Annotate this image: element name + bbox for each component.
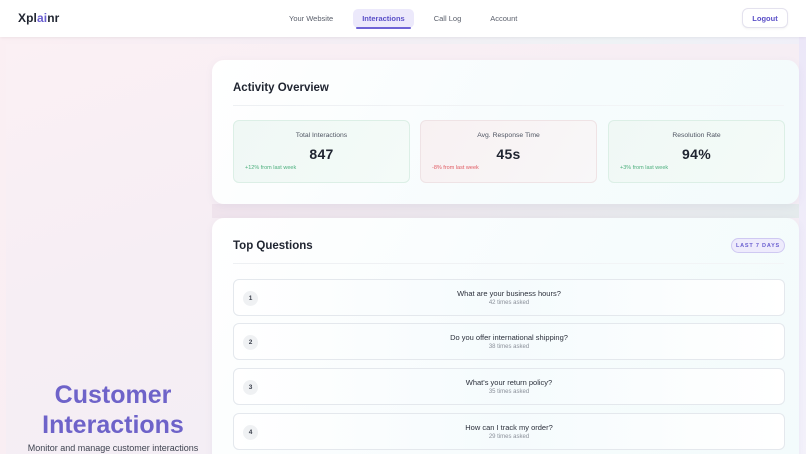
top-questions-card: Top Questions LAST 7 DAYS 1 What are you…	[212, 218, 799, 454]
divider	[233, 263, 784, 264]
page-title-line2: Interactions	[42, 411, 184, 439]
logo-text-accent: ai	[36, 11, 48, 25]
question-text: What's your return policy?	[465, 378, 553, 387]
card-gap-decoration	[212, 204, 799, 218]
question-text: How can I track my order?	[465, 423, 553, 432]
stat-label: Avg. Response Time	[477, 132, 540, 139]
logo-text-suffix: nr	[47, 11, 60, 25]
stat-change: +3% from last week	[620, 165, 669, 171]
page-title: Customer Interactions	[0, 380, 226, 440]
hero-section: Customer Interactions Monitor and manage…	[0, 380, 226, 453]
nav-your-website[interactable]: Your Website	[289, 14, 334, 23]
question-rank: 1	[243, 291, 258, 306]
main-nav: Your Website Interactions Call Log Accou…	[280, 9, 537, 29]
nav-account[interactable]: Account	[490, 14, 518, 23]
question-text: What are your business hours?	[457, 289, 561, 298]
date-range-badge[interactable]: LAST 7 DAYS	[731, 238, 785, 253]
question-item[interactable]: 1 What are your business hours? 42 times…	[233, 279, 785, 316]
top-questions-title: Top Questions	[233, 240, 313, 252]
activity-overview-title: Activity Overview	[233, 82, 329, 94]
question-rank: 4	[243, 425, 258, 440]
logo-text-prefix: Xpl	[18, 11, 37, 25]
question-item[interactable]: 3 What's your return policy? 35 times as…	[233, 368, 785, 405]
question-item[interactable]: 4 How can I track my order? 29 times ask…	[233, 413, 785, 450]
stat-total-interactions: Total Interactions 847 +12% from last we…	[233, 120, 410, 183]
question-rank: 2	[243, 335, 258, 350]
stat-label: Total Interactions	[295, 132, 348, 139]
top-navigation-bar: Xplainr Your Website Interactions Call L…	[0, 0, 806, 37]
nav-interactions[interactable]: Interactions	[353, 9, 414, 29]
logout-button[interactable]: Logout	[742, 8, 788, 28]
page-title-line1: Customer	[54, 381, 172, 409]
question-rank: 3	[243, 380, 258, 395]
stat-value: 45s	[496, 146, 521, 162]
stat-change: +12% from last week	[245, 165, 297, 171]
nav-call-log[interactable]: Call Log	[433, 14, 462, 23]
stat-avg-response-time: Avg. Response Time 45s -8% from last wee…	[420, 120, 597, 183]
stat-change: -8% from last week	[432, 165, 479, 171]
logo[interactable]: Xplainr	[18, 11, 59, 25]
stat-value: 94%	[682, 146, 711, 162]
divider	[233, 105, 784, 106]
page-subtitle: Monitor and manage customer interactions	[27, 443, 199, 453]
question-count: 42 times asked	[488, 300, 530, 306]
stat-label: Resolution Rate	[672, 132, 721, 139]
question-item[interactable]: 2 Do you offer international shipping? 3…	[233, 323, 785, 360]
stat-value: 847	[309, 146, 334, 162]
question-count: 29 times asked	[488, 434, 530, 440]
question-count: 38 times asked	[488, 344, 530, 350]
stat-resolution-rate: Resolution Rate 94% +3% from last week	[608, 120, 785, 183]
activity-overview-card: Activity Overview Total Interactions 847…	[212, 60, 799, 204]
question-count: 35 times asked	[488, 389, 530, 395]
page-edge-decoration	[799, 37, 806, 454]
question-text: Do you offer international shipping?	[450, 333, 568, 342]
